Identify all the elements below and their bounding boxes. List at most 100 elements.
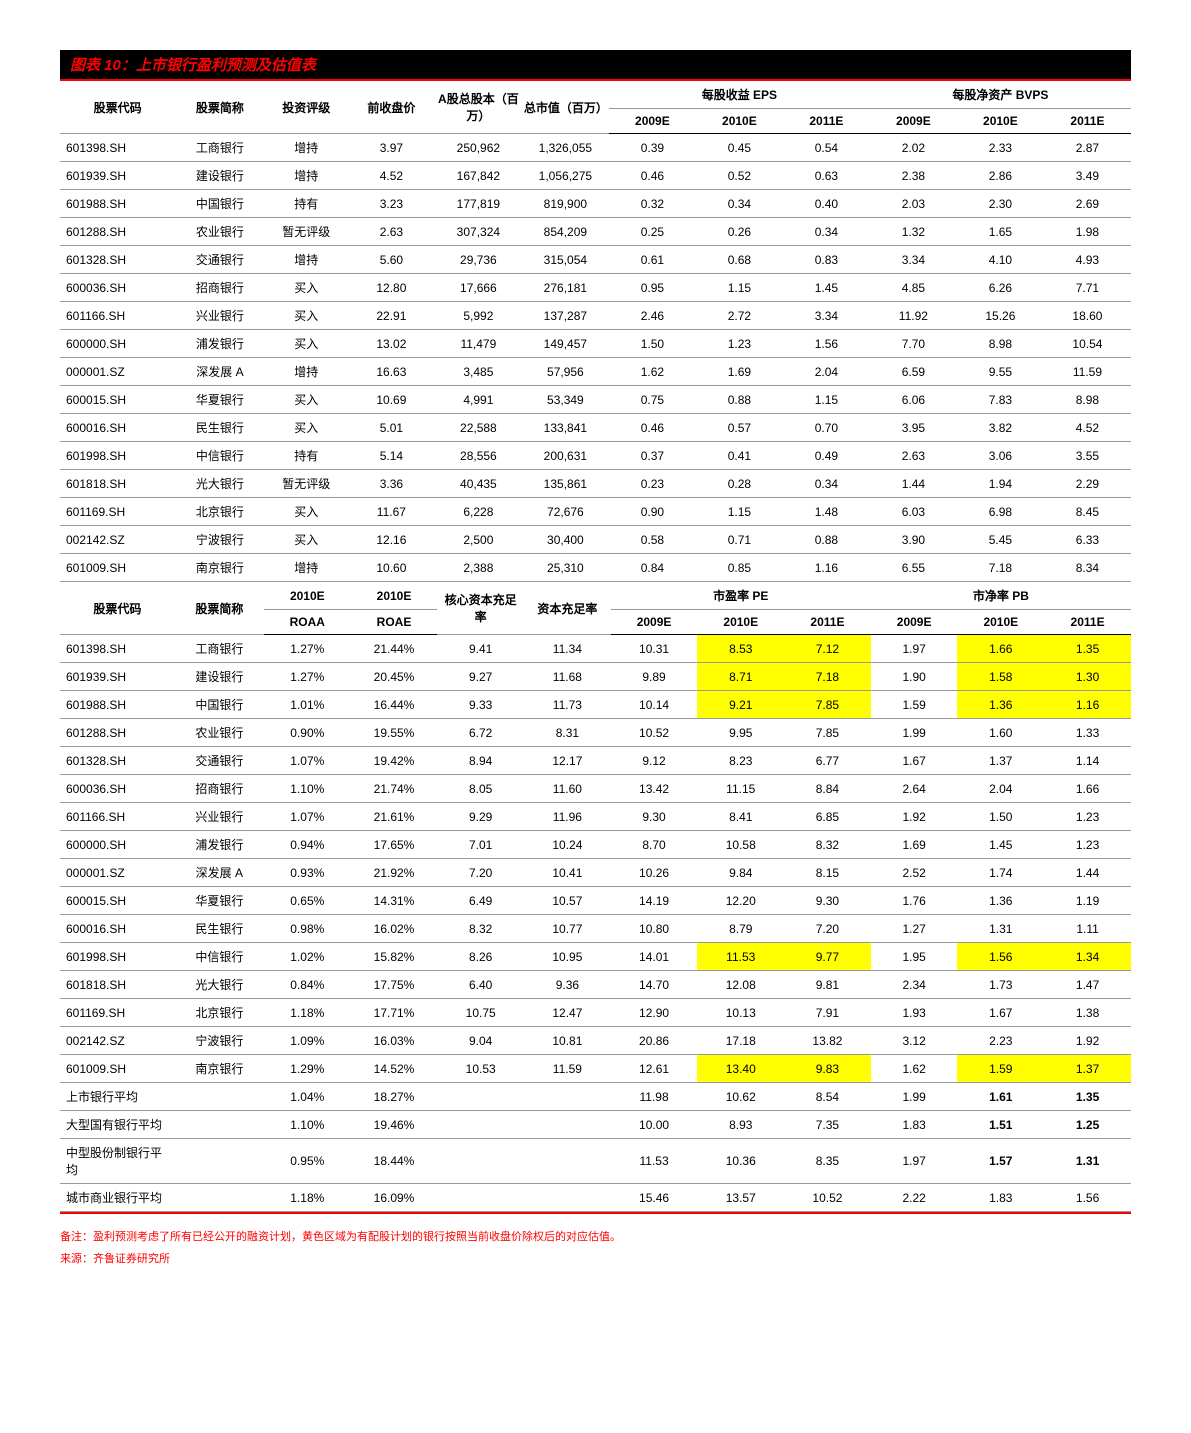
- col-close: 前收盘价: [348, 81, 435, 134]
- cell: 13.40: [697, 1055, 784, 1083]
- cell: 0.90%: [264, 719, 351, 747]
- divider: [60, 1212, 1131, 1214]
- cell: 601939.SH: [60, 162, 175, 190]
- table-row: 601998.SH中信银行1.02%15.82%8.2610.9514.0111…: [60, 943, 1131, 971]
- cell: 10.57: [524, 887, 611, 915]
- cell: 买入: [265, 386, 348, 414]
- cell: 14.70: [611, 971, 698, 999]
- cell: 9.83: [784, 1055, 871, 1083]
- cell: 11.73: [524, 691, 611, 719]
- cell: 12.17: [524, 747, 611, 775]
- cell: 9.84: [697, 859, 784, 887]
- cell: 8.54: [784, 1083, 871, 1111]
- cell: 601988.SH: [60, 691, 175, 719]
- cell: 1.29%: [264, 1055, 351, 1083]
- cell: 17.71%: [351, 999, 438, 1027]
- cell: 1.61: [957, 1083, 1044, 1111]
- cell: 17,666: [435, 274, 522, 302]
- cell: 持有: [265, 190, 348, 218]
- col-car: 资本充足率: [524, 582, 611, 635]
- col-bvps: 每股净资产 BVPS: [870, 81, 1131, 109]
- cell: 12.47: [524, 999, 611, 1027]
- cell: 10.53: [437, 1055, 524, 1083]
- cell: 3.97: [348, 134, 435, 162]
- cell: 深发展 A: [175, 859, 264, 887]
- cell: 农业银行: [175, 218, 265, 246]
- cell: 4.52: [348, 162, 435, 190]
- cell: 1.60: [957, 719, 1044, 747]
- cell: 7.35: [784, 1111, 871, 1139]
- cell: 10.13: [697, 999, 784, 1027]
- cell: 16.02%: [351, 915, 438, 943]
- cell: 135,861: [522, 470, 609, 498]
- source-note: 来源：齐鲁证券研究所: [60, 1248, 1131, 1270]
- cell: 8.35: [784, 1139, 871, 1184]
- cell: 12.80: [348, 274, 435, 302]
- cell: 12.61: [611, 1055, 698, 1083]
- table-pe-pb: 股票代码 股票简称 2010E 2010E 核心资本充足率 资本充足率 市盈率 …: [60, 582, 1131, 1212]
- cell: 18.60: [1044, 302, 1131, 330]
- cell: [437, 1139, 524, 1184]
- cell: 17.75%: [351, 971, 438, 999]
- cell: 城市商业银行平均: [60, 1184, 175, 1212]
- cell: 0.63: [783, 162, 870, 190]
- cell: 600015.SH: [60, 386, 175, 414]
- cell: [175, 1083, 264, 1111]
- cell: 1.56: [1044, 1184, 1131, 1212]
- cell: 600016.SH: [60, 915, 175, 943]
- col-roaa: ROAA: [264, 610, 351, 635]
- cell: 8.41: [697, 803, 784, 831]
- table-row: 601288.SH农业银行暂无评级2.63307,324854,2090.250…: [60, 218, 1131, 246]
- cell: 11,479: [435, 330, 522, 358]
- cell: [524, 1111, 611, 1139]
- cell: 819,900: [522, 190, 609, 218]
- cell: 250,962: [435, 134, 522, 162]
- cell: 16.44%: [351, 691, 438, 719]
- cell: 2.33: [957, 134, 1044, 162]
- cell: 9.89: [611, 663, 698, 691]
- cell: 3.23: [348, 190, 435, 218]
- cell: 9.81: [784, 971, 871, 999]
- cell: 交通银行: [175, 747, 264, 775]
- cell: 601818.SH: [60, 971, 175, 999]
- cell: 11.67: [348, 498, 435, 526]
- cell: 0.84%: [264, 971, 351, 999]
- cell: 0.52: [696, 162, 783, 190]
- cell: 19.55%: [351, 719, 438, 747]
- cell: 0.95%: [264, 1139, 351, 1184]
- table-row: 601988.SH中国银行1.01%16.44%9.3311.7310.149.…: [60, 691, 1131, 719]
- table-row: 600000.SH浦发银行买入13.0211,479149,4571.501.2…: [60, 330, 1131, 358]
- cell: 9.77: [784, 943, 871, 971]
- cell: 兴业银行: [175, 302, 265, 330]
- cell: 53,349: [522, 386, 609, 414]
- cell: 0.90: [609, 498, 696, 526]
- cell: 1.36: [957, 691, 1044, 719]
- cell: 买入: [265, 526, 348, 554]
- cell: 1.59: [871, 691, 958, 719]
- table-row: 600000.SH浦发银行0.94%17.65%7.0110.248.7010.…: [60, 831, 1131, 859]
- cell: 招商银行: [175, 274, 265, 302]
- cell: 1.83: [957, 1184, 1044, 1212]
- cell: 57,956: [522, 358, 609, 386]
- cell: 3.82: [957, 414, 1044, 442]
- cell: 2.30: [957, 190, 1044, 218]
- cell: 0.25: [609, 218, 696, 246]
- table-row: 600016.SH民生银行0.98%16.02%8.3210.7710.808.…: [60, 915, 1131, 943]
- cell: 1.50: [957, 803, 1044, 831]
- cell: 5,992: [435, 302, 522, 330]
- cell: 601009.SH: [60, 554, 175, 582]
- cell: 10.14: [611, 691, 698, 719]
- col-code: 股票代码: [60, 582, 175, 635]
- cell: 601998.SH: [60, 442, 175, 470]
- cell: 买入: [265, 330, 348, 358]
- cell: 1.45: [957, 831, 1044, 859]
- cell: 1.01%: [264, 691, 351, 719]
- cell: 1.31: [957, 915, 1044, 943]
- cell: 18.27%: [351, 1083, 438, 1111]
- cell: 0.68: [696, 246, 783, 274]
- col-rating: 投资评级: [265, 81, 348, 134]
- cell: 1.97: [871, 1139, 958, 1184]
- cell: 浦发银行: [175, 330, 265, 358]
- cell: 601169.SH: [60, 498, 175, 526]
- cell: 民生银行: [175, 915, 264, 943]
